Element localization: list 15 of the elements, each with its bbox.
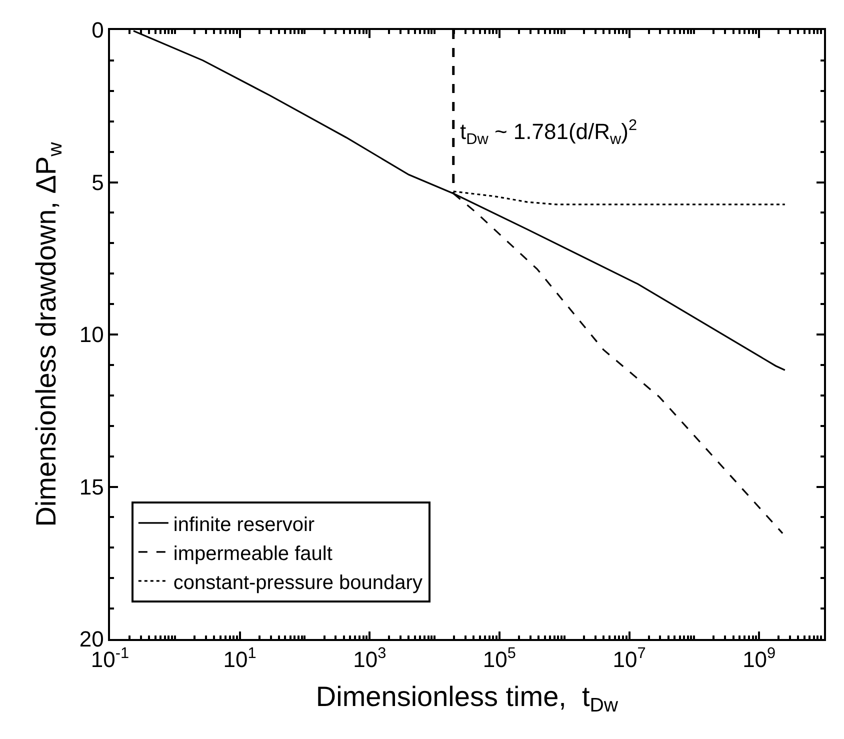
y-tick-label: 10 [79, 322, 104, 348]
x-tick-label: 10$^{3}$ [353, 644, 386, 672]
x-axis-title: Dimensionless time, t$_{Dw}$ [316, 680, 619, 717]
annotation: t$_{Dw}$ ~ 1.781(d/R$_{w}$)$^{2}$ [460, 117, 638, 148]
y-tick-label: 20 [79, 626, 104, 652]
legend-label: constant-pressure boundary [173, 572, 422, 594]
x-tick-label: 10$^{9}$ [742, 644, 776, 672]
x-tick-label: 10$^{7}$ [612, 644, 646, 672]
legend-label: infinite reservoir [173, 514, 315, 536]
y-tick-label: 0 [92, 18, 104, 43]
y-tick-label: 5 [92, 170, 104, 195]
x-tick-label: 10$^{1}$ [223, 644, 256, 672]
y-tick-label: 15 [79, 474, 104, 500]
legend-label: impermeable fault [173, 542, 333, 565]
x-tick-label: 10$^{5}$ [482, 644, 516, 672]
